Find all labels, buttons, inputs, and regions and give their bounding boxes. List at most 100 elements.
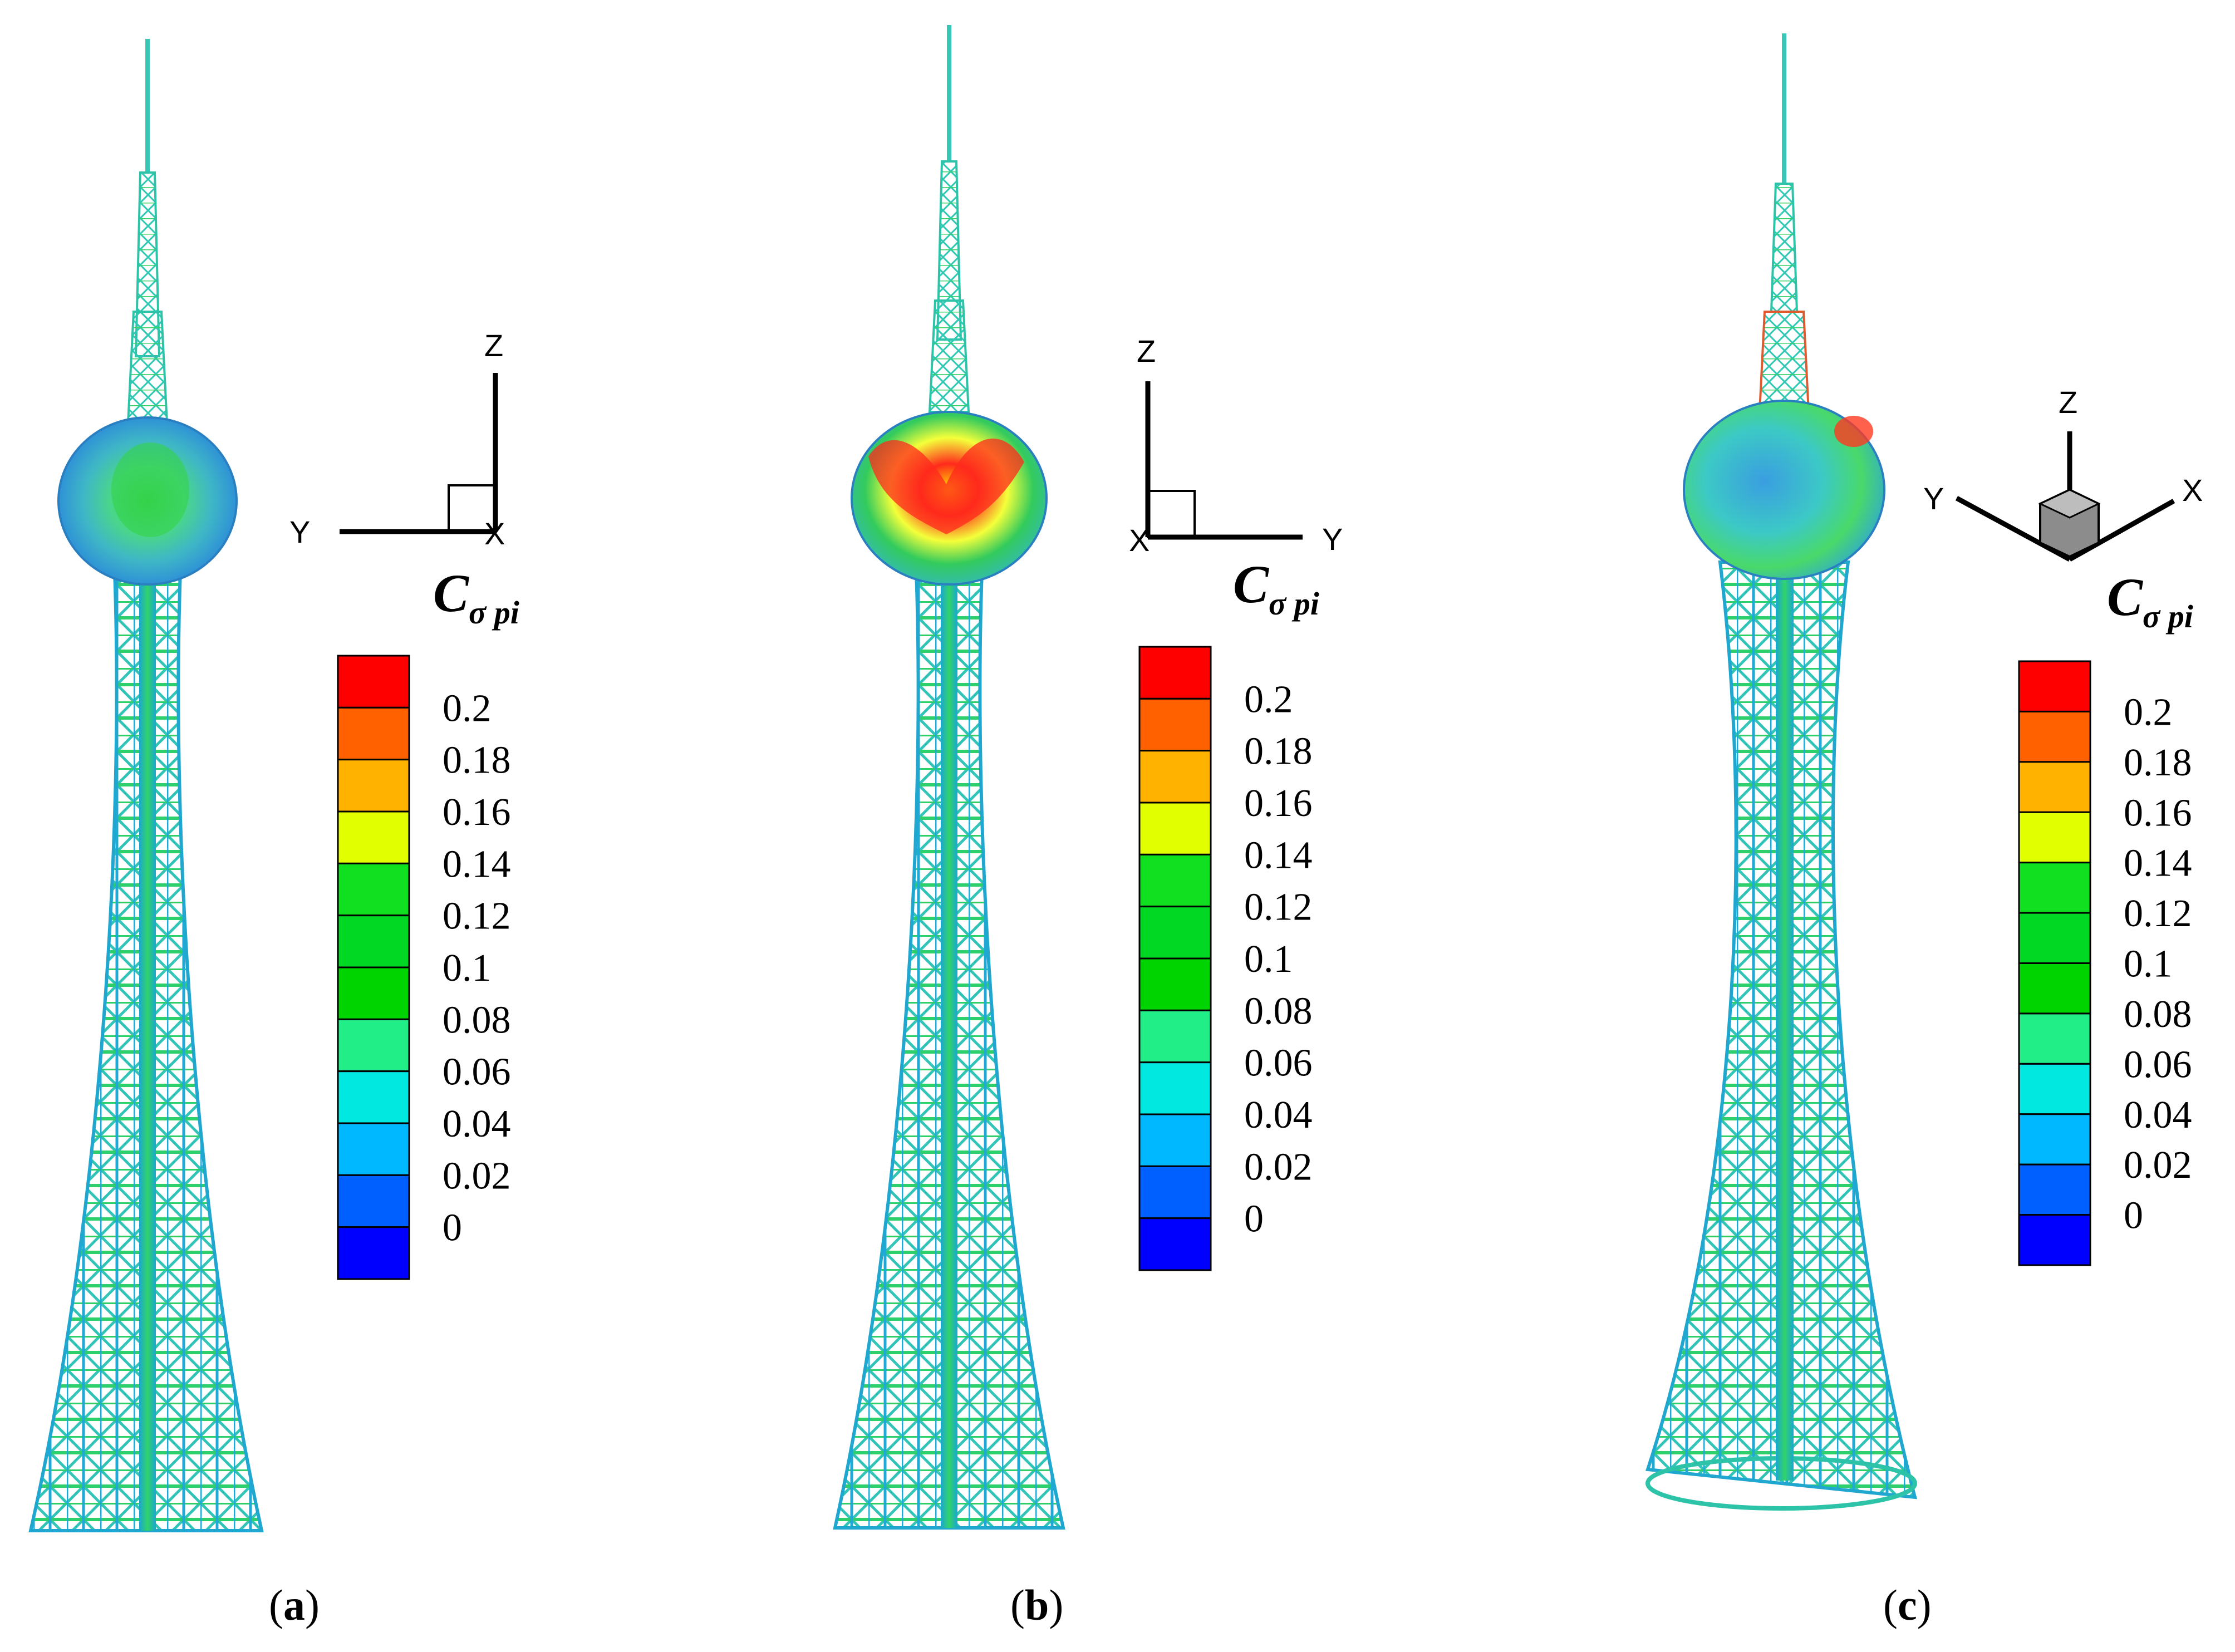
legend-color-band (2018, 761, 2091, 813)
legend-color-band (1138, 1061, 1212, 1115)
legend-c: Cσ pi 0.2 0.18 0.16 0.14 0.12 0.1 0.08 0.06 0.04… (2018, 567, 2193, 1266)
legend-b: Cσ pi 0.2 0.18 0.16 0.14 0.12 0.1 0.08 0.06 0.04… (1138, 554, 1319, 1271)
legend-color-band (1138, 957, 1212, 1011)
legend-tick-label: 0.18 (1244, 730, 1313, 773)
legend-tick-label: 0.18 (443, 739, 511, 782)
caption-c: (c) (1883, 1581, 1932, 1629)
legend-title: Cσ pi (2107, 567, 2193, 635)
legend-tick-label: 0.2 (443, 687, 492, 730)
legend-color-band (1138, 853, 1212, 908)
legend-tick-label: 0.12 (1244, 886, 1313, 929)
caption-a: (a) (269, 1581, 320, 1629)
legend-title: Cσ pi (1233, 554, 1319, 622)
legend-tick-label: 0.08 (443, 999, 511, 1041)
legend-color-band (337, 1122, 410, 1176)
sphere-hotspot (868, 438, 1024, 534)
legend-tick-label: 0.2 (1244, 678, 1293, 721)
observation-sphere (1683, 400, 1885, 580)
mast-base (126, 311, 169, 424)
legend-color-band (2018, 1063, 2091, 1115)
legend-color-band (1138, 646, 1212, 700)
panel-c: Z Y X Cσ pi 0.2 0.18 0.16 0.14 0.12 0.1 0.08 0.… (1645, 33, 2203, 1629)
legend-tick-label: 0.06 (443, 1051, 511, 1094)
legend-color-band (1138, 750, 1212, 804)
x-axis-label: X (1129, 523, 1150, 558)
legend-color-band (2018, 710, 2091, 763)
legend-tick-label: 0.2 (2124, 691, 2173, 734)
legend-color-band (337, 1070, 410, 1124)
legend-tick-label: 0.08 (2124, 993, 2192, 1036)
legend-color-band (2018, 811, 2091, 864)
legend-color-band (337, 759, 410, 813)
legend-color-band (337, 862, 410, 917)
legend-color-band (2018, 1113, 2091, 1166)
legend-color-band (1138, 906, 1212, 960)
legend-tick-label: 0.16 (1244, 782, 1313, 825)
legend-color-band (1138, 1009, 1212, 1064)
legend-color-band (337, 1226, 410, 1280)
x-axis-label: X (2182, 473, 2203, 508)
panel-b: Z X Y Cσ pi 0.2 0.18 0.16 0.14 0.12 0.1 0.08 0.… (833, 25, 1343, 1629)
axis-origin-box (448, 484, 497, 533)
legend-tick-label: 0.02 (443, 1154, 511, 1197)
legend-tick-label: 0 (2124, 1194, 2143, 1237)
legend-tick-label: 0.12 (2124, 892, 2192, 935)
panel-a: Z Y X Cσ pi 0.2 0.18 0.16 0.14 0.12 0.1 0.08 0.… (28, 39, 519, 1629)
axis-origin-box (1147, 490, 1196, 538)
legend-tick-label: 0.12 (443, 895, 511, 938)
legend-color-band (337, 810, 410, 864)
upper-mast (1770, 183, 1799, 313)
legend-tick-label: 0.16 (443, 791, 511, 834)
legend-tick-label: 0.1 (2124, 943, 2173, 986)
legend-title: Cσ pi (433, 563, 519, 631)
core-tube (139, 557, 156, 1531)
tower-b (833, 25, 1065, 1530)
legend-tick-label: 0.1 (1244, 938, 1293, 981)
core-tube (1776, 562, 1794, 1481)
sphere-hotspot (1834, 416, 1873, 447)
legend-tick-label: 0.18 (2124, 741, 2192, 784)
legend-color-band (1138, 1217, 1212, 1271)
legend-tick-label: 0.16 (2124, 791, 2192, 834)
legend-color-band (2018, 1012, 2091, 1065)
y-axis-label: Y (289, 514, 310, 549)
z-axis-label: Z (2059, 385, 2077, 420)
x-axis-line (2068, 499, 2175, 562)
legend-tick-label: 0.1 (443, 947, 492, 990)
z-axis-label: Z (1137, 333, 1156, 368)
legend-a: Cσ pi 0.2 0.18 0.16 0.14 0.12 0.1 0.08 0.06 0.04… (337, 563, 519, 1280)
legend-tick-label: 0.02 (2124, 1144, 2192, 1187)
axis-origin-cube-top (2038, 489, 2101, 519)
core-tube (941, 557, 957, 1528)
legend-color-band (2018, 862, 2091, 914)
legend-color-band (2018, 1163, 2091, 1216)
legend-color-band (337, 914, 410, 968)
legend-color-band (337, 706, 410, 761)
legend-tick-label: 0.14 (2124, 842, 2192, 885)
legend-color-band (337, 655, 410, 709)
axis-triad-c: Z Y X (1923, 385, 2203, 562)
legend-color-band (337, 1018, 410, 1073)
sphere-hotspot (111, 442, 189, 537)
legend-color-band (1138, 1113, 1212, 1167)
legend-tick-label: 0.14 (1244, 834, 1313, 877)
y-axis-label: Y (1923, 481, 1944, 516)
z-axis-label: Z (484, 328, 503, 363)
x-axis-label: X (484, 516, 505, 551)
legend-color-band (1138, 1165, 1212, 1220)
legend-tick-label: 0.04 (2124, 1094, 2192, 1137)
legend-color-band (2018, 912, 2091, 965)
legend-tick-label: 0 (1244, 1198, 1264, 1241)
legend-tick-label: 0.02 (1244, 1145, 1313, 1188)
caption-b: (b) (1010, 1581, 1063, 1629)
legend-tick-label: 0.06 (1244, 1042, 1313, 1085)
legend-tick-label: 0.14 (443, 843, 511, 886)
legend-tick-label: 0.04 (1244, 1094, 1313, 1137)
legend-tick-label: 0.04 (443, 1103, 511, 1145)
legend-color-band (337, 1174, 410, 1228)
legend-color-band (2018, 962, 2091, 1015)
y-axis-label: Y (1322, 522, 1343, 557)
tower-a (28, 39, 264, 1532)
legend-tick-label: 0 (443, 1207, 462, 1250)
